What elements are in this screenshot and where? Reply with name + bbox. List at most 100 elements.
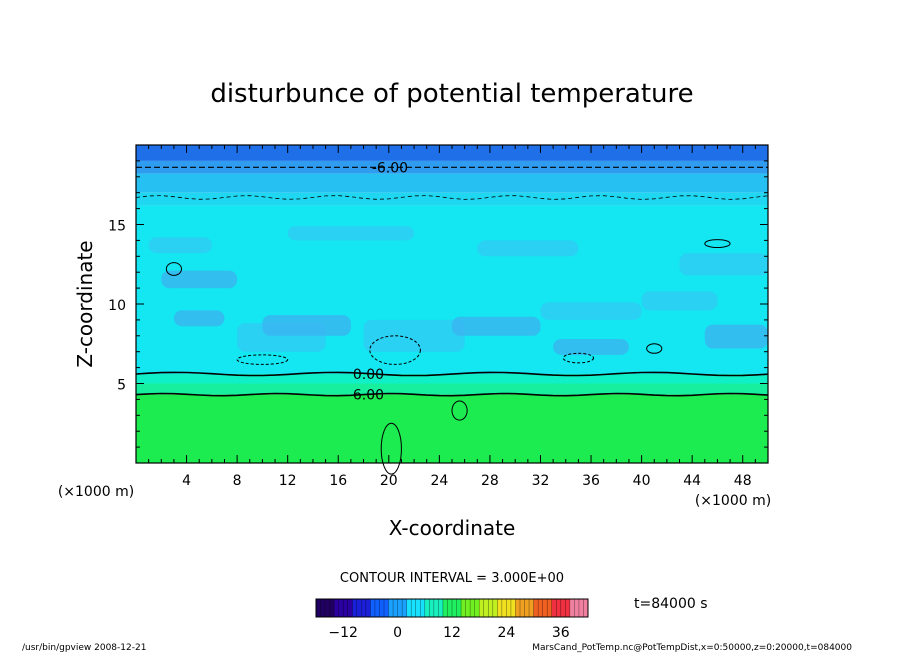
x-tick-label: 4: [182, 473, 191, 489]
colorbar-cell: [329, 599, 335, 617]
colorbar-cell: [452, 599, 457, 617]
colorbar-cell: [510, 599, 516, 617]
colorbar-ticks: −12 0 12 24 36: [328, 625, 569, 641]
colorbar-cell: [556, 599, 562, 617]
colorbar-cell: [415, 599, 421, 617]
colorbar-cell: [506, 599, 512, 617]
colorbar-cell: [384, 599, 389, 617]
x-tick-label: 24: [430, 473, 448, 489]
x-tick-label: 28: [481, 473, 499, 489]
colorbar-cell: [352, 599, 358, 617]
y-axis-label: Z-coordinate: [73, 240, 97, 367]
colorbar-cell: [442, 599, 448, 617]
colorbar-cell: [338, 599, 344, 617]
color-band-2: [136, 173, 768, 193]
color-patch-1: [161, 270, 238, 289]
colorbar-cell: [551, 599, 557, 617]
colorbar-cell: [474, 599, 480, 617]
colorbar-cell: [520, 599, 525, 617]
colorbar-cell: [343, 599, 349, 617]
x-axis-label: X-coordinate: [389, 516, 516, 540]
contour-cell-1: [236, 354, 289, 365]
color-patch-0: [148, 237, 212, 254]
color-patch-8: [641, 291, 718, 311]
color-band-0: [136, 145, 768, 161]
colorbar-cell: [447, 599, 453, 617]
x-tick-label: 36: [582, 473, 600, 489]
chart-title: disturbunce of potential temperature: [210, 79, 693, 109]
colorbar-cell: [402, 599, 407, 617]
colorbar-cell: [334, 599, 339, 617]
time-label: t=84000 s: [634, 596, 708, 612]
colorbar-cell: [347, 599, 353, 617]
colorbar-cell: [365, 599, 371, 617]
colorbar-cell: [583, 599, 589, 617]
color-band-7: [136, 394, 768, 463]
contour-cell-7: [646, 343, 663, 354]
colorbar-cell: [515, 599, 521, 617]
colorbar-cell: [470, 599, 475, 617]
colorbar-cell: [569, 599, 575, 617]
colorbar-cell: [370, 599, 376, 617]
contour-labels: -6.00 0.00 6.00: [353, 160, 408, 404]
y-tick-label: 5: [117, 378, 126, 394]
color-patch-3: [262, 315, 351, 336]
colorbar: [315, 598, 589, 618]
colorbar-cell: [574, 599, 580, 617]
colorbar-cell: [529, 599, 534, 617]
colorbar-cell: [411, 599, 417, 617]
colorbar-cell: [538, 599, 543, 617]
colorbar-cell: [424, 599, 430, 617]
contour-cell-5: [704, 239, 731, 249]
colorbar-cell: [393, 599, 398, 617]
colorbar-tick-label: 0: [393, 625, 402, 641]
colorbar-cell: [456, 599, 462, 617]
colorbar-tick-label: 36: [552, 625, 570, 641]
colorbar-cell: [320, 599, 326, 617]
contour-interval: CONTOUR INTERVAL = 3.000E+00: [340, 571, 564, 586]
colorbar-cell: [379, 599, 385, 617]
color-patch-13: [173, 310, 225, 327]
colorbar-cell: [560, 599, 566, 617]
colorbar-cell: [374, 599, 380, 617]
color-patch-9: [679, 253, 768, 276]
colorbar-cell: [492, 599, 498, 617]
colorbar-cell: [429, 599, 435, 617]
colorbar-frame: [315, 598, 589, 618]
contour-cell-2: [451, 400, 468, 421]
footer-left: /usr/bin/gpview 2008-12-21: [22, 643, 146, 653]
color-patch-6: [540, 302, 642, 320]
color-patch-11: [287, 226, 415, 241]
x-tick-label: 20: [380, 473, 398, 489]
colorbar-cell: [578, 599, 584, 617]
x-tick-label: 12: [279, 473, 297, 489]
color-band-5: [136, 373, 768, 384]
x-tick-label: 8: [233, 473, 242, 489]
contour-cell-3: [562, 352, 595, 364]
color-patch-12: [477, 240, 579, 257]
colorbar-cell: [325, 599, 330, 617]
x-unit-left: (×1000 m): [58, 484, 134, 500]
colorbar-cell: [438, 599, 444, 617]
colorbar-cell: [497, 599, 503, 617]
x-tick-label: 40: [633, 473, 651, 489]
colorbar-cell: [420, 599, 426, 617]
color-patch-10: [704, 324, 768, 349]
x-tick-label: 16: [329, 473, 347, 489]
x-tick-label: 44: [683, 473, 701, 489]
colorbar-cell: [461, 599, 466, 617]
x-unit-right: (×1000 m): [695, 493, 771, 509]
contour-minus-3: [135, 195, 769, 200]
y-tick-label: 15: [108, 219, 126, 235]
colorbar-tick-label: 12: [443, 625, 461, 641]
contour-label: 6.00: [353, 388, 384, 404]
colorbar-cell: [397, 599, 403, 617]
colorbar-cell: [388, 599, 394, 617]
colorbar-cell: [483, 599, 489, 617]
colorbar-cell: [465, 599, 471, 617]
y-tick-label: 10: [108, 298, 126, 314]
colorbar-cell: [433, 599, 439, 617]
colorbar-cell: [479, 599, 485, 617]
colorbar-tick-label: 24: [497, 625, 515, 641]
